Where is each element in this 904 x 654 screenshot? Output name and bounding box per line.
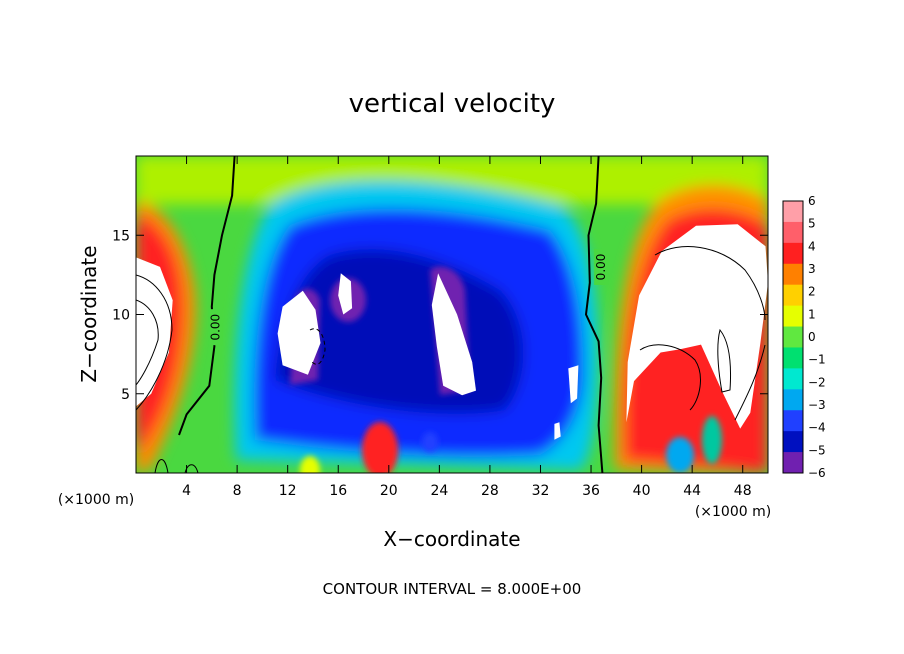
colorbar: 6 5 4 3 2 1 0 −1 −2 −3 −4 −5 −6 (782, 194, 826, 480)
x-tick-label: 48 (734, 483, 752, 499)
colorbar-swatch (783, 326, 803, 348)
contour-label-bg-1 (594, 248, 609, 285)
x-tick-label: 36 (582, 483, 600, 499)
updraft-bubble-1 (362, 422, 398, 473)
colorbar-swatch (783, 410, 803, 432)
zero-contour-0 (178, 156, 236, 436)
colorbar-swatch (783, 452, 803, 474)
negative-dashed-contour (309, 328, 326, 365)
x-axis-ticks: 4 8 12 16 20 24 28 32 36 40 44 48 (182, 156, 752, 499)
contour-right-lobe (717, 328, 731, 393)
colorbar-frame (782, 200, 804, 474)
contour-left-2 (136, 299, 159, 386)
x-tick-label: 28 (481, 483, 499, 499)
white-patch-2 (431, 273, 476, 396)
x-tick-label: 16 (329, 483, 347, 499)
colorbar-swatch (783, 221, 803, 244)
colorbar-swatch (783, 284, 803, 307)
colorbar-label: 5 (808, 217, 816, 231)
x-tick-label: 12 (279, 483, 297, 499)
y-tick-label: 5 (121, 387, 130, 403)
x-axis-unit: (×1000 m) (695, 504, 771, 520)
y-axis-label: Z−coordinate (77, 245, 101, 382)
x-axis-label: X−coordinate (383, 527, 520, 551)
right-cyan-pocket-2 (702, 416, 722, 464)
white-patch-4 (554, 422, 561, 440)
colorbar-label: 2 (808, 285, 816, 299)
colorbar-label: −5 (808, 443, 826, 457)
colorbar-label: 0 (808, 330, 816, 344)
colorbar-swatch (783, 431, 803, 453)
contour-bottom-1 (154, 459, 169, 473)
white-patch-0 (277, 290, 321, 375)
contour-left-1 (136, 274, 173, 411)
colorbar-label: −6 (808, 466, 826, 480)
colorbar-label: −4 (808, 421, 826, 435)
colorbar-swatch (783, 368, 803, 390)
colorbar-label: 4 (808, 239, 816, 253)
small-blue-pocket (422, 432, 438, 452)
contour-label-1: 0.00 (594, 254, 608, 281)
y-axis-unit: (×1000 m) (58, 492, 134, 508)
x-tick-label: 44 (683, 483, 701, 499)
colorbar-label: 6 (808, 194, 816, 208)
white-patch-3 (568, 365, 579, 404)
x-tick-label: 32 (532, 483, 550, 499)
chart-title: vertical velocity (349, 89, 556, 119)
colorbar-swatch (783, 201, 803, 223)
x-tick-label: 4 (182, 483, 191, 499)
y-tick-label: 10 (112, 308, 130, 324)
white-patch-1 (338, 273, 353, 315)
updraft-bubble-2 (300, 456, 320, 473)
contour-labels: 0.00 0.00 (208, 248, 609, 346)
contour-label-0: 0.00 (209, 314, 223, 341)
colorbar-label: −2 (808, 375, 826, 389)
right-cyan-pocket-1 (666, 437, 694, 473)
x-tick-label: 40 (633, 483, 651, 499)
colorbar-label: −1 (808, 353, 826, 367)
heatmap-field: 0.00 0.00 (136, 156, 768, 473)
y-tick-label: 15 (112, 228, 130, 244)
zero-contours (178, 156, 604, 473)
colorbar-swatch (783, 389, 803, 411)
white-patch-5 (136, 257, 173, 407)
colorbar-swatch (783, 305, 803, 328)
zero-contour-1 (584, 156, 604, 473)
contour-bottom-2 (184, 464, 199, 473)
colorbar-label: −3 (808, 398, 826, 412)
colorbar-swatch (783, 347, 803, 369)
contour-right-1 (654, 246, 766, 321)
extra-contours (136, 246, 766, 473)
colorbar-swatch (783, 263, 803, 286)
white-patch-6 (626, 224, 768, 429)
x-tick-label: 20 (380, 483, 398, 499)
x-tick-label: 8 (233, 483, 242, 499)
colorbar-label: 3 (808, 262, 816, 276)
contour-right-3 (734, 344, 766, 421)
contour-interval-note: CONTOUR INTERVAL = 8.000E+00 (323, 580, 582, 598)
contour-label-bg-0 (208, 309, 223, 346)
colorbar-swatch (783, 242, 803, 265)
contour-right-2 (639, 344, 701, 411)
colorbar-label: 1 (808, 307, 816, 321)
y-axis-ticks: 5 10 15 (112, 228, 768, 403)
x-tick-label: 24 (430, 483, 448, 499)
off-scale-patches (136, 224, 768, 440)
